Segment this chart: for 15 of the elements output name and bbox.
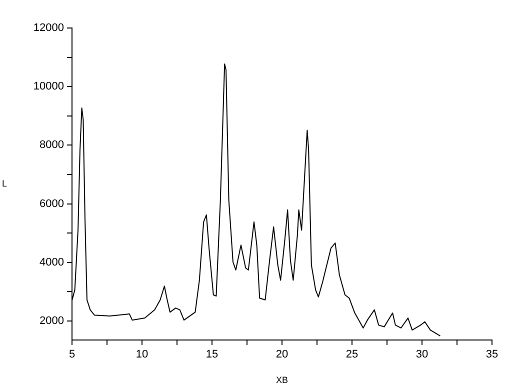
y-axis-title: L bbox=[2, 178, 8, 188]
x-tick-label: 30 bbox=[416, 348, 428, 361]
y-tick-label: 10000 bbox=[33, 80, 64, 93]
y-tick-label: 6000 bbox=[40, 198, 64, 210]
y-tick-label: 4000 bbox=[40, 256, 64, 268]
x-tick-label: 15 bbox=[206, 348, 218, 361]
y-tick-label: 8000 bbox=[40, 139, 64, 152]
x-tick-label: 25 bbox=[346, 348, 358, 361]
x-tick-label: 20 bbox=[276, 348, 288, 361]
y-tick-label: 12000 bbox=[33, 22, 64, 34]
y-tick-label: 2000 bbox=[40, 314, 64, 327]
x-tick-label: 5 bbox=[68, 348, 76, 361]
x-tick-label: 10 bbox=[136, 348, 148, 361]
x-axis-title: XB bbox=[276, 375, 288, 386]
x-tick-label: 35 bbox=[486, 348, 498, 361]
